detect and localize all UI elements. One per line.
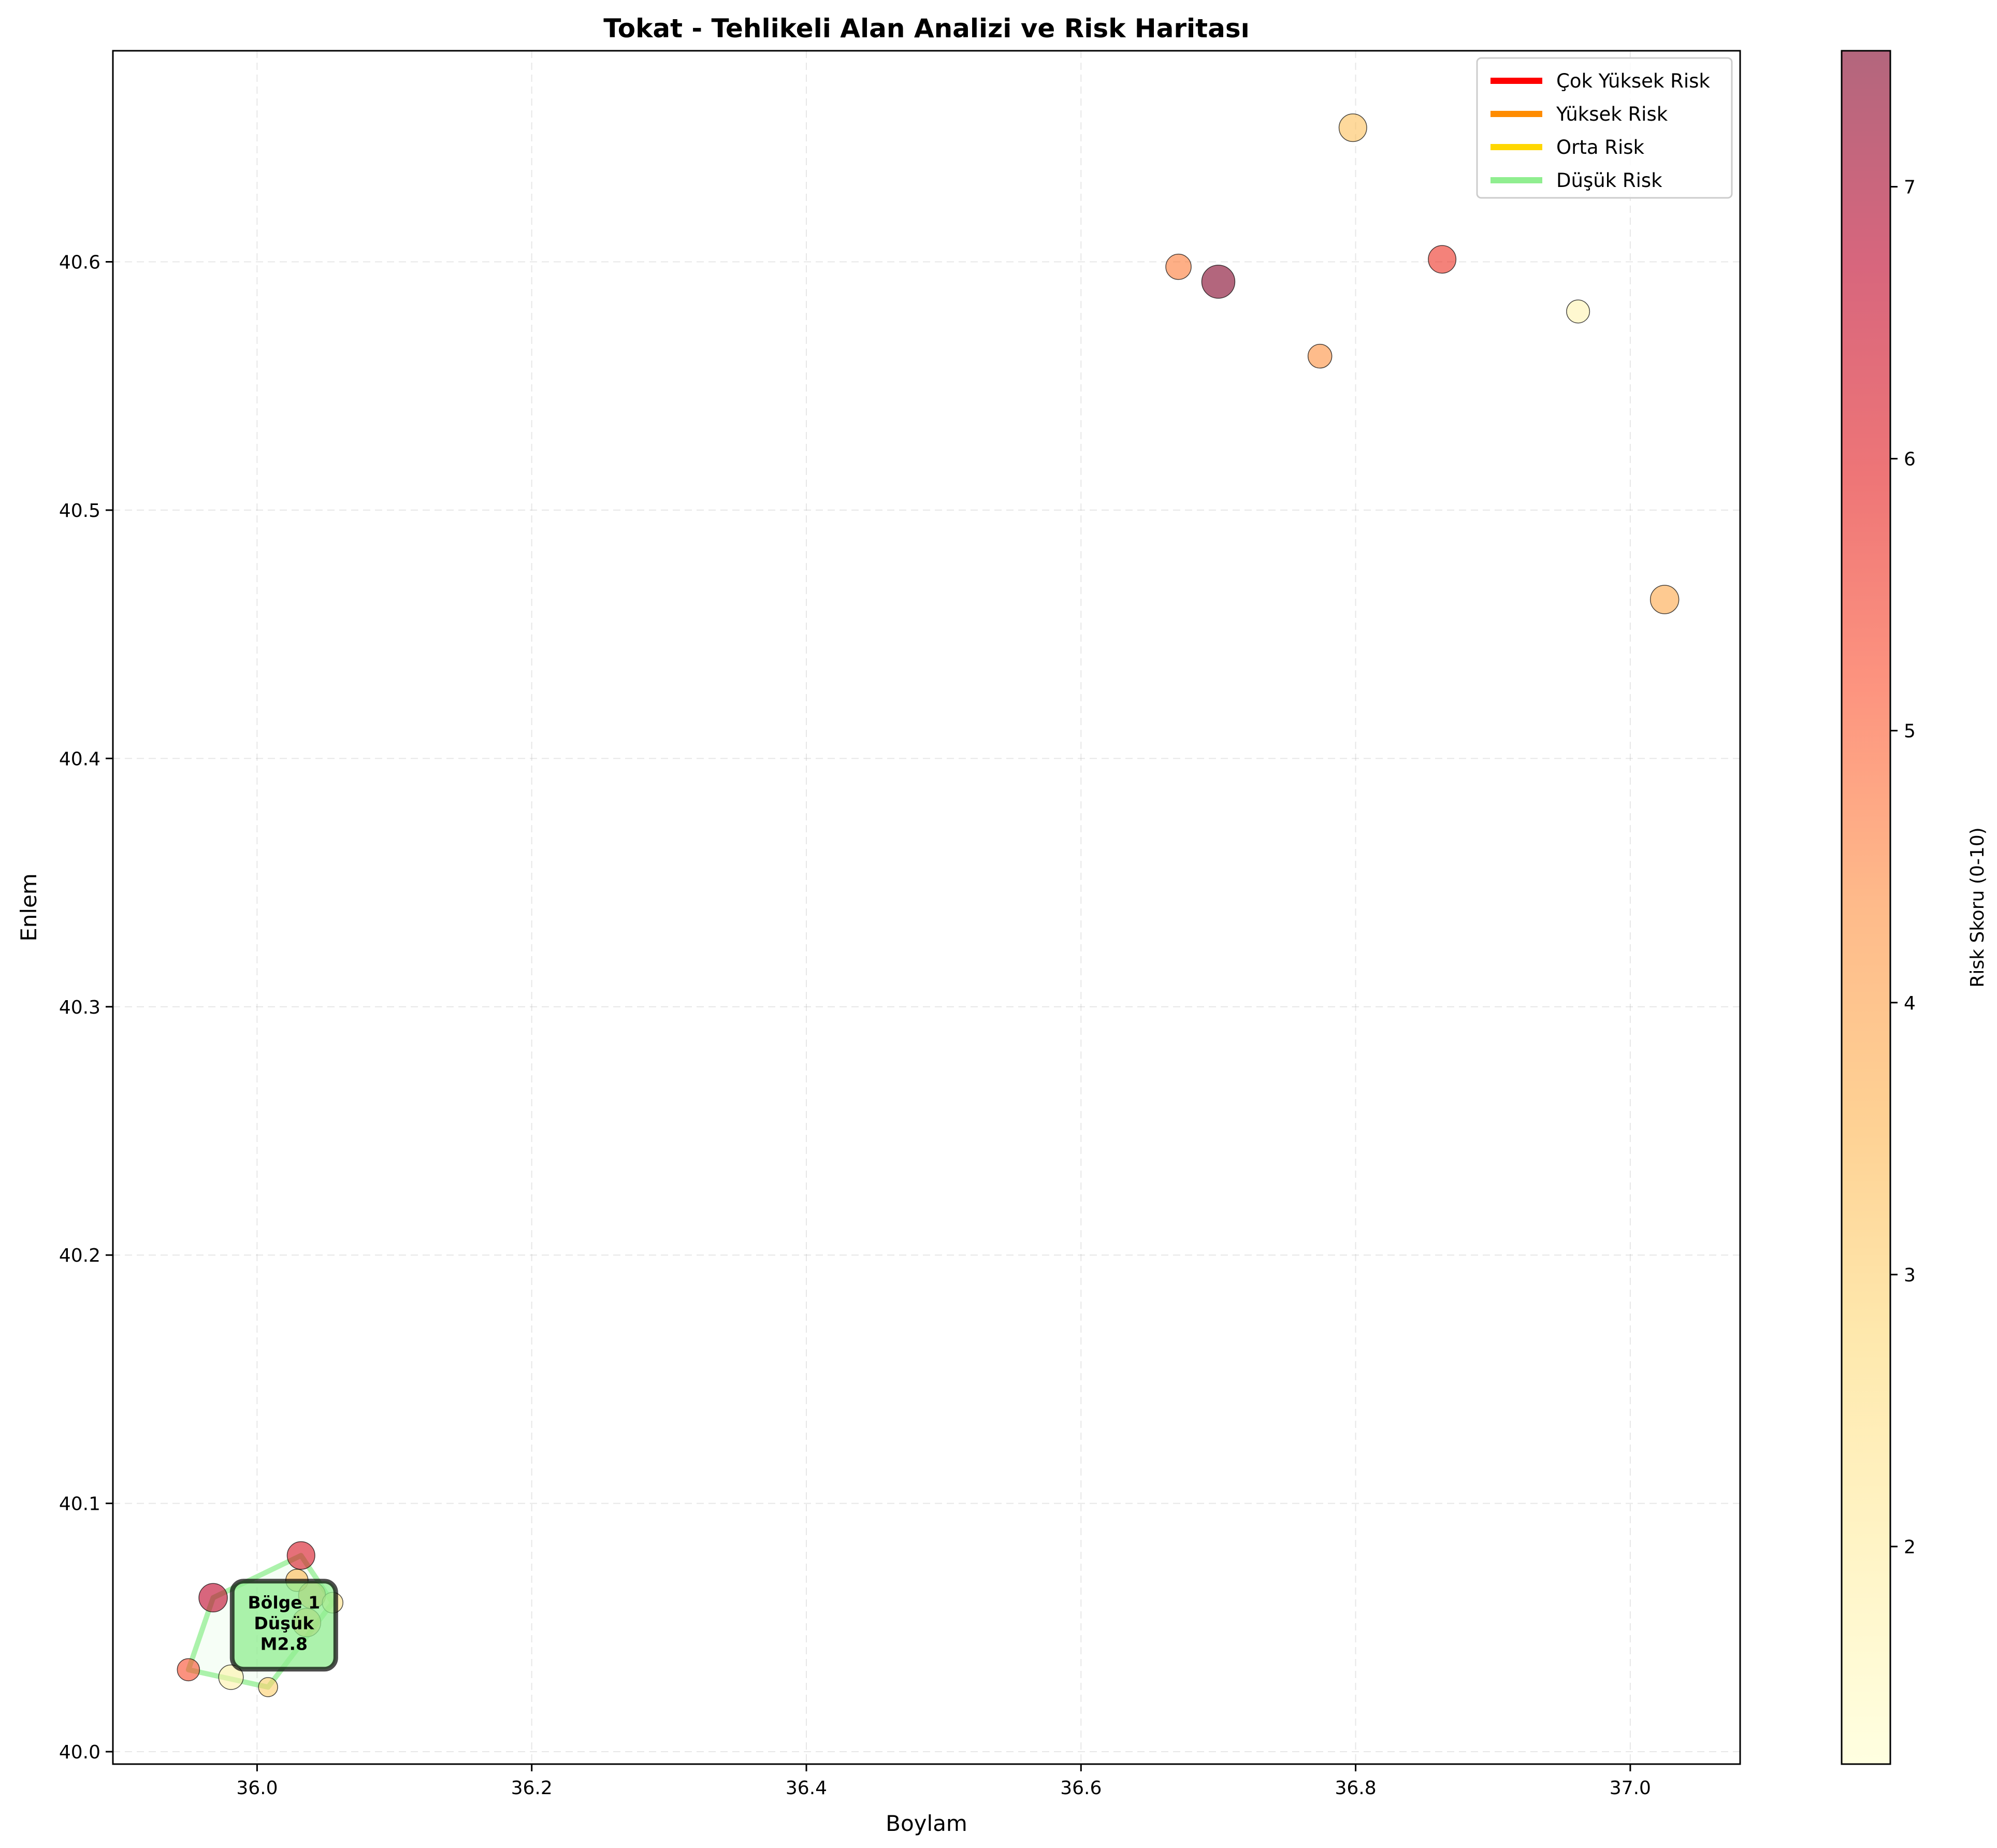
x-tick-label: 37.0 bbox=[1610, 1778, 1651, 1799]
colorbar-tick-label: 3 bbox=[1904, 1265, 1916, 1286]
legend-box bbox=[1476, 57, 1733, 199]
y-tick-label: 40.0 bbox=[59, 1742, 100, 1763]
zone-label-box bbox=[229, 1579, 338, 1672]
y-axis-ticks: 40.0 40.1 40.2 40.3 40.4 40.5 40.6 bbox=[59, 252, 113, 1763]
colorbar-label: Risk Skoru (0-10) bbox=[1967, 827, 1988, 987]
colorbar: 2 3 4 5 6 7 Risk Skoru (0-10) bbox=[1841, 50, 1988, 1765]
x-axis-ticks: 36.0 36.2 36.4 36.6 36.8 37.0 bbox=[236, 1764, 1651, 1799]
data-point bbox=[1307, 343, 1333, 369]
x-tick-label: 36.6 bbox=[1060, 1778, 1102, 1799]
y-tick-label: 40.3 bbox=[59, 997, 100, 1018]
data-point bbox=[1338, 113, 1367, 142]
colorbar-gradient bbox=[1842, 51, 1890, 1764]
plot-frame bbox=[112, 50, 1741, 1765]
legend-label: Düşük Risk bbox=[1556, 169, 1662, 192]
x-tick-label: 36.0 bbox=[236, 1778, 278, 1799]
y-tick-label: 40.1 bbox=[59, 1494, 100, 1515]
y-tick-label: 40.4 bbox=[59, 748, 100, 770]
data-point bbox=[1566, 299, 1590, 324]
data-point bbox=[177, 1658, 200, 1682]
y-tick-label: 40.5 bbox=[59, 500, 100, 522]
y-tick-label: 40.6 bbox=[59, 252, 100, 273]
legend-label: Çok Yüksek Risk bbox=[1556, 70, 1710, 92]
legend-label: Orta Risk bbox=[1556, 136, 1645, 158]
data-point bbox=[1428, 245, 1457, 274]
colorbar-tick-label: 7 bbox=[1904, 177, 1916, 198]
data-point bbox=[218, 1664, 244, 1690]
data-point bbox=[1649, 585, 1680, 614]
zone-name-label: Bölge 1 bbox=[248, 1593, 321, 1613]
x-axis-label: Boylam bbox=[886, 1811, 967, 1836]
data-point bbox=[1165, 253, 1192, 280]
colorbar-tick-label: 5 bbox=[1904, 721, 1916, 742]
data-point bbox=[198, 1583, 228, 1613]
legend: Çok Yüksek Risk Yüksek Risk Orta Risk Düşük… bbox=[1476, 57, 1733, 199]
zone-risk-label: Düşük bbox=[254, 1613, 314, 1634]
plot-area bbox=[113, 51, 1740, 1764]
colorbar-tick-label: 4 bbox=[1904, 993, 1916, 1014]
legend-label: Yüksek Risk bbox=[1556, 103, 1668, 125]
chart-title: Tokat - Tehlikeli Alan Analizi ve Risk H… bbox=[603, 13, 1249, 44]
data-point bbox=[258, 1677, 278, 1697]
x-tick-label: 36.4 bbox=[786, 1778, 827, 1799]
colorbar-tick-label: 6 bbox=[1904, 449, 1916, 470]
x-tick-label: 36.2 bbox=[511, 1778, 553, 1799]
colorbar-frame bbox=[1841, 50, 1891, 1765]
y-tick-label: 40.2 bbox=[59, 1245, 100, 1266]
data-point bbox=[1201, 265, 1236, 299]
x-tick-label: 36.8 bbox=[1335, 1778, 1377, 1799]
grid bbox=[113, 51, 1740, 1764]
y-axis-label: Enlem bbox=[16, 873, 41, 942]
zone-magnitude-label: M2.8 bbox=[261, 1634, 308, 1654]
colorbar-tick-label: 2 bbox=[1904, 1537, 1916, 1558]
data-point bbox=[286, 1541, 315, 1570]
